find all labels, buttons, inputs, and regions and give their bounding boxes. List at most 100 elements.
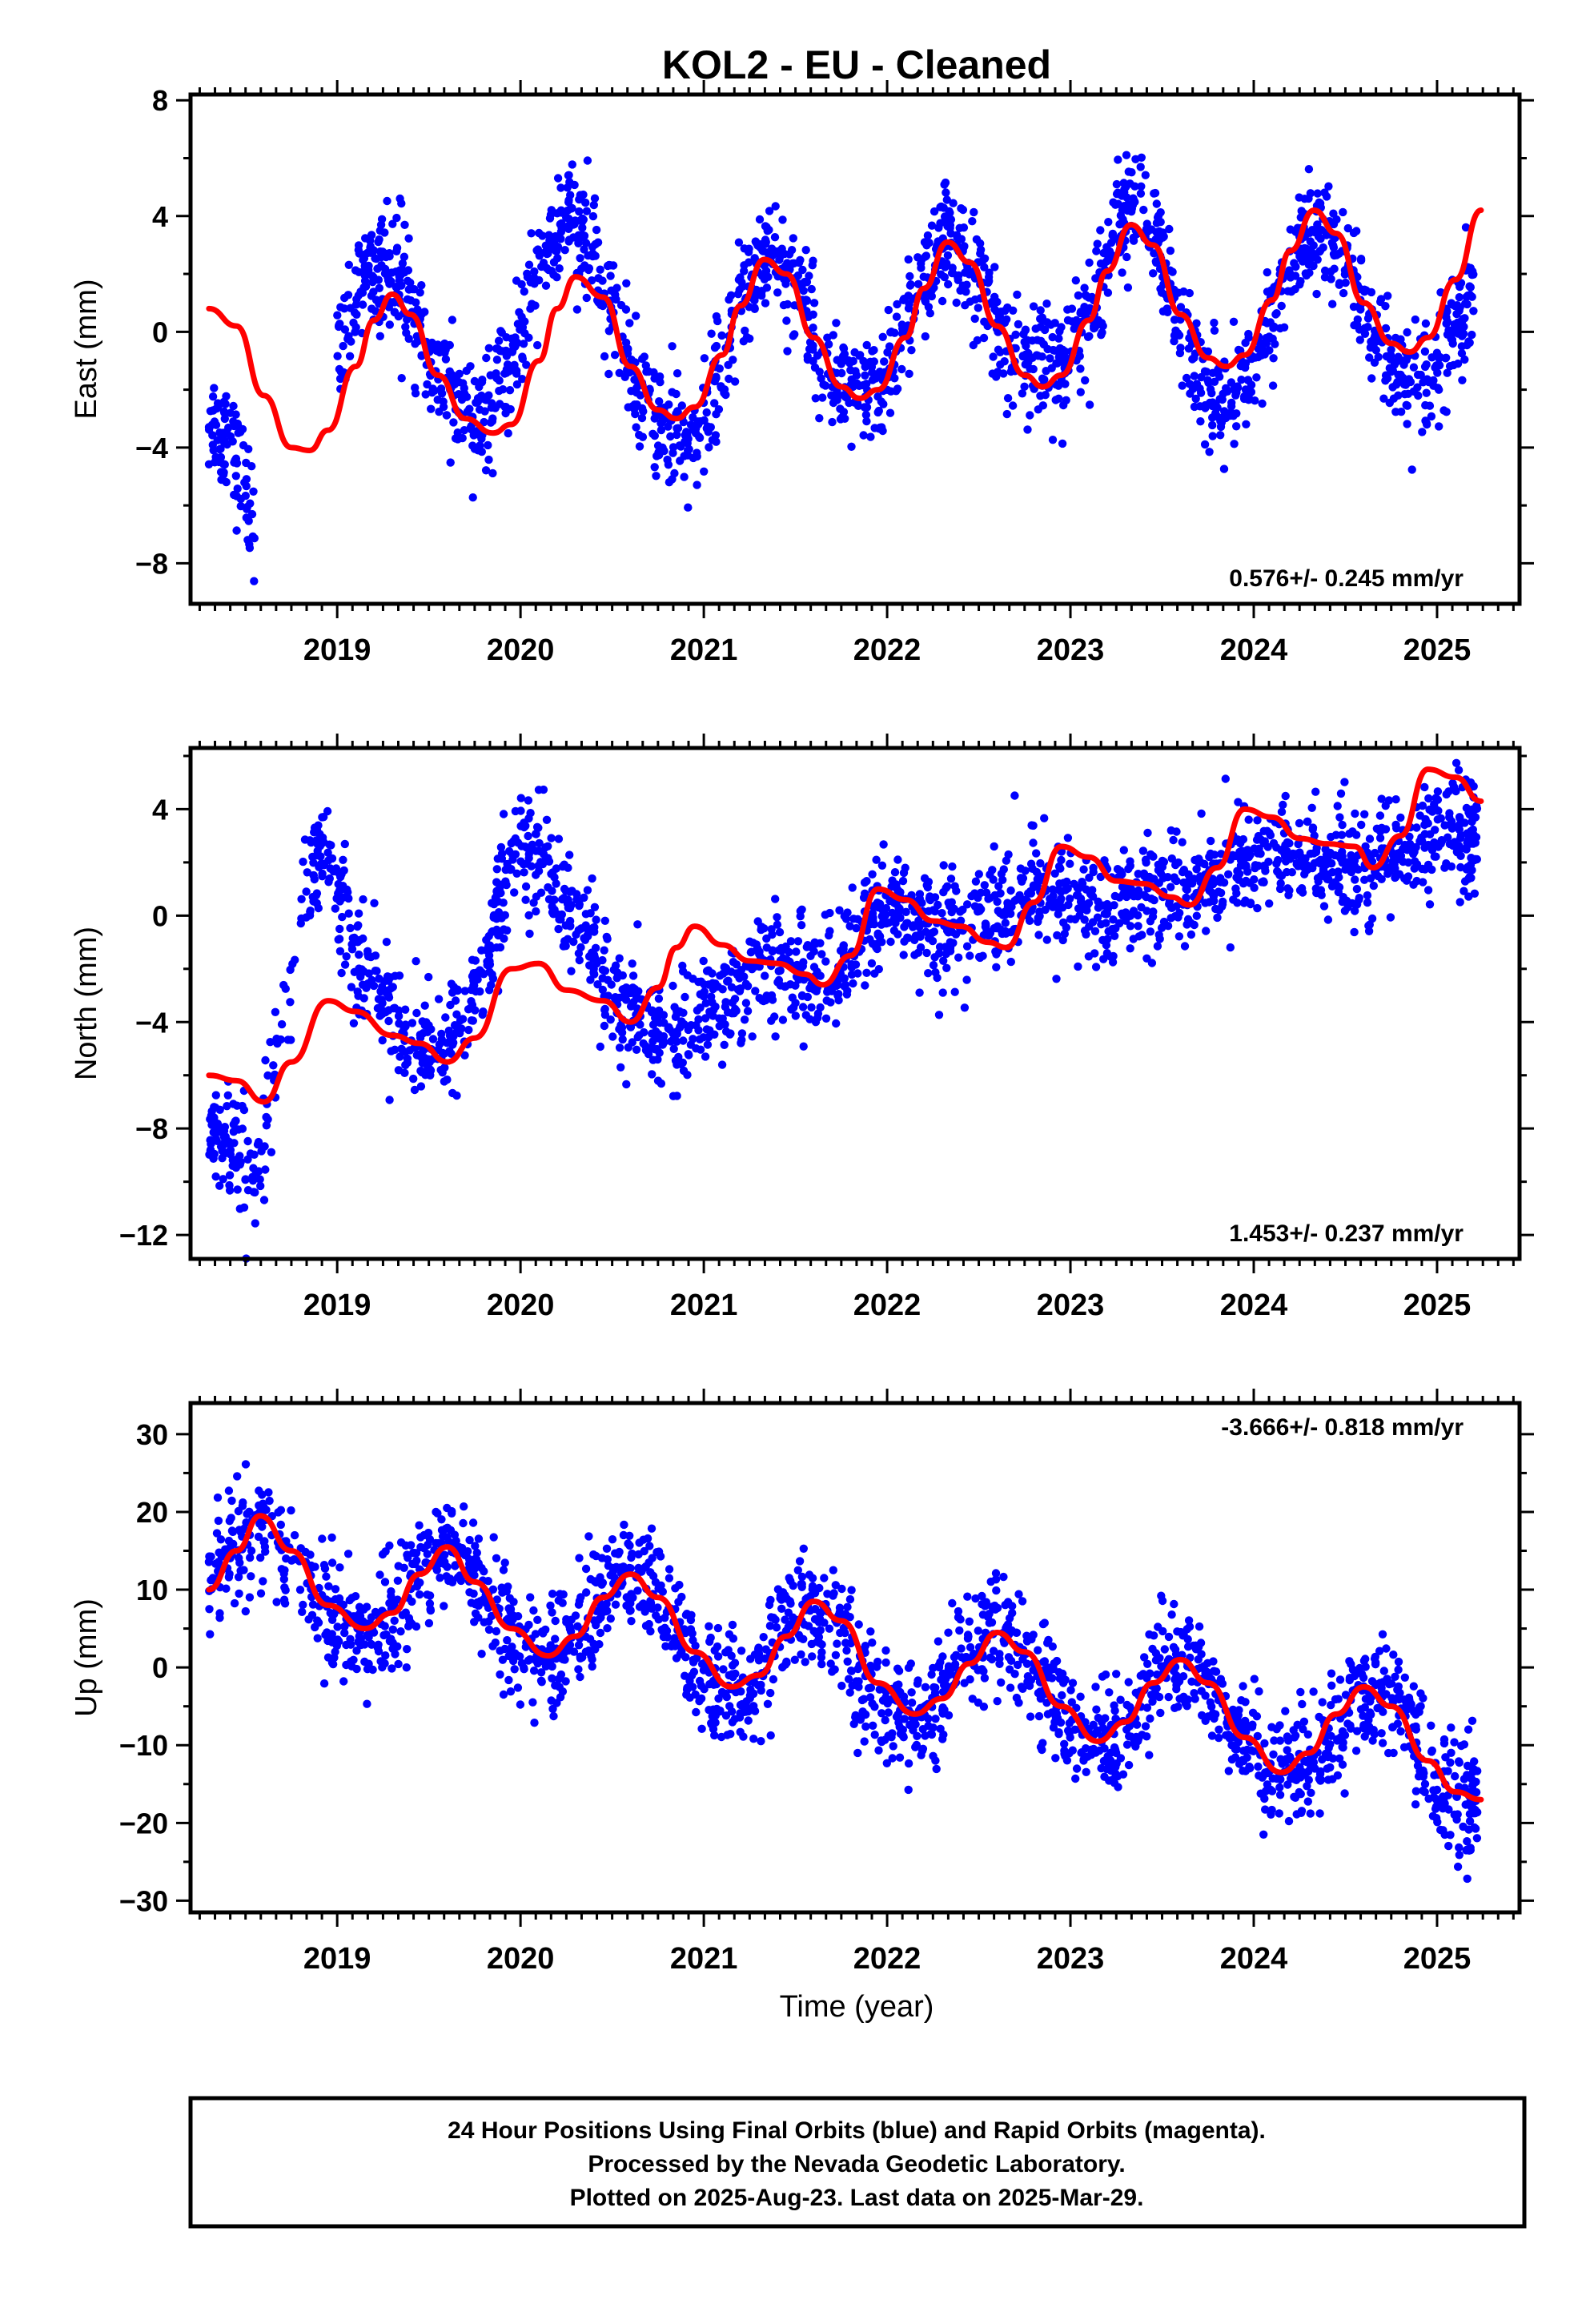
data-point bbox=[809, 299, 819, 308]
data-point bbox=[886, 387, 896, 396]
data-point bbox=[1235, 875, 1243, 884]
data-point bbox=[462, 366, 471, 376]
data-point bbox=[946, 875, 956, 883]
data-point bbox=[1188, 355, 1197, 364]
data-point bbox=[1265, 346, 1274, 355]
data-point bbox=[1191, 855, 1199, 865]
data-point bbox=[861, 889, 869, 899]
data-point bbox=[952, 231, 962, 239]
data-point bbox=[1034, 931, 1043, 939]
data-point bbox=[236, 501, 245, 511]
data-point bbox=[392, 247, 401, 255]
data-point bbox=[773, 913, 781, 922]
data-point bbox=[808, 261, 817, 270]
data-point bbox=[468, 441, 477, 450]
data-point bbox=[1356, 256, 1366, 265]
data-point bbox=[764, 994, 773, 1003]
data-point bbox=[958, 282, 967, 292]
data-point bbox=[938, 988, 947, 997]
data-point bbox=[890, 374, 899, 383]
data-point bbox=[673, 407, 682, 416]
data-point bbox=[1433, 368, 1442, 377]
data-point bbox=[1136, 163, 1145, 171]
data-point bbox=[219, 460, 228, 468]
data-point bbox=[632, 423, 640, 432]
data-point bbox=[615, 368, 624, 377]
data-point bbox=[239, 1566, 248, 1574]
data-point bbox=[1125, 890, 1134, 899]
data-point bbox=[696, 1045, 705, 1054]
data-point bbox=[792, 947, 801, 956]
data-point bbox=[1244, 329, 1253, 339]
data-point bbox=[1353, 315, 1363, 324]
x-tick-label: 2025 bbox=[1403, 1289, 1472, 1322]
data-point bbox=[1174, 913, 1182, 922]
data-point bbox=[1286, 854, 1295, 863]
data-point bbox=[382, 938, 391, 947]
scatter-points bbox=[204, 1460, 1482, 1884]
data-point bbox=[378, 999, 387, 1008]
data-point bbox=[567, 967, 576, 975]
data-point bbox=[580, 935, 590, 945]
data-point bbox=[1254, 831, 1263, 841]
data-point bbox=[470, 376, 480, 386]
data-point bbox=[354, 291, 363, 300]
data-point bbox=[1333, 802, 1342, 810]
data-point bbox=[538, 859, 548, 869]
data-point bbox=[503, 865, 512, 874]
data-point bbox=[1197, 809, 1206, 818]
data-point bbox=[789, 234, 797, 243]
data-point bbox=[1241, 896, 1250, 905]
data-point bbox=[1258, 399, 1267, 408]
data-point bbox=[943, 251, 953, 260]
data-point bbox=[211, 1172, 220, 1181]
data-point bbox=[725, 295, 733, 304]
data-point bbox=[940, 180, 949, 189]
data-point bbox=[318, 869, 327, 879]
data-point bbox=[478, 376, 487, 384]
data-point bbox=[869, 919, 879, 929]
data-point bbox=[587, 276, 596, 285]
data-point bbox=[1050, 346, 1059, 355]
data-point bbox=[1307, 803, 1316, 812]
data-point bbox=[225, 1171, 235, 1180]
data-point bbox=[454, 390, 464, 399]
data-point bbox=[801, 246, 810, 255]
data-point bbox=[1039, 340, 1049, 349]
data-point bbox=[375, 235, 383, 244]
data-point bbox=[1452, 758, 1461, 767]
data-point bbox=[1138, 931, 1146, 939]
data-point bbox=[1042, 367, 1050, 376]
data-point bbox=[1197, 372, 1206, 382]
data-point bbox=[675, 1023, 685, 1032]
data-point bbox=[1418, 428, 1427, 436]
data-point bbox=[1168, 267, 1177, 276]
data-point bbox=[388, 219, 397, 228]
data-point bbox=[309, 870, 318, 880]
data-point bbox=[213, 1493, 223, 1502]
data-point bbox=[859, 431, 868, 440]
data-point bbox=[899, 868, 909, 878]
data-point bbox=[340, 325, 350, 334]
data-point bbox=[832, 319, 841, 328]
data-point bbox=[276, 1520, 285, 1530]
data-point bbox=[1427, 353, 1436, 362]
data-point bbox=[276, 1035, 285, 1044]
data-point bbox=[1074, 962, 1082, 971]
data-point bbox=[356, 972, 365, 981]
data-point bbox=[1339, 207, 1347, 217]
data-point bbox=[879, 840, 888, 849]
data-point bbox=[771, 895, 780, 903]
data-point bbox=[927, 221, 937, 230]
data-point bbox=[452, 1010, 461, 1019]
data-point bbox=[1330, 264, 1339, 273]
data-point bbox=[815, 414, 824, 423]
data-point bbox=[484, 344, 493, 352]
data-point bbox=[327, 1533, 336, 1542]
data-point bbox=[1407, 465, 1416, 474]
data-point bbox=[474, 430, 483, 439]
data-point bbox=[231, 472, 240, 480]
data-point bbox=[1369, 881, 1379, 891]
data-point bbox=[687, 1021, 696, 1030]
data-point bbox=[579, 215, 588, 224]
